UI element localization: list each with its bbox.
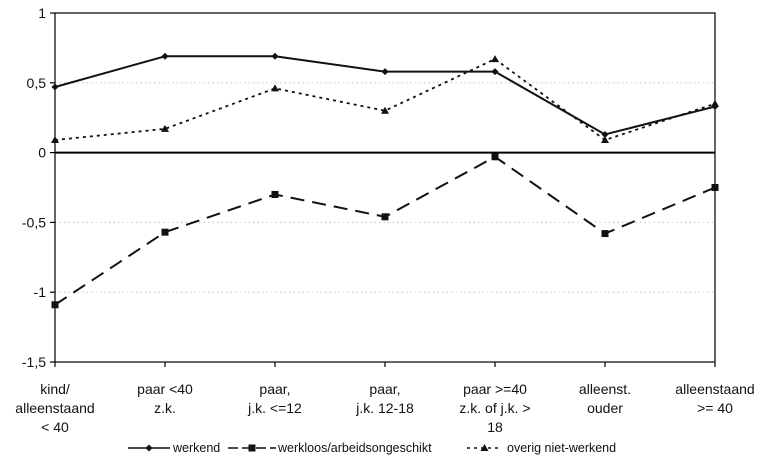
square-marker [601, 230, 609, 238]
square-marker [51, 301, 59, 309]
legend-label: werkloos/arbeidsongeschikt [277, 441, 432, 455]
x-category-label: alleenst. ouder [579, 381, 631, 416]
x-category-label: paar >=40 z.k. of j.k. >18 [459, 381, 530, 435]
legend: werkend werkloos/arbeidsongeschikt overig … [128, 441, 616, 455]
triangle-marker [51, 136, 59, 144]
series-line [54, 155, 716, 306]
series-line [54, 55, 716, 136]
series-triangle [51, 55, 719, 144]
triangle-marker [491, 55, 499, 63]
x-axis-categories: kind/alleenstaand < 40 paar <40 z.k. paar, j.… [15, 362, 755, 435]
x-category-label: paar <40 z.k. [137, 381, 193, 416]
diamond-marker [271, 52, 279, 60]
y-tick-label: 0 [38, 145, 46, 161]
diamond-marker [381, 68, 389, 76]
diamond-marker [161, 52, 169, 60]
series-layer [51, 52, 719, 309]
legend-label: werkend [172, 441, 220, 455]
y-axis-ticks: 1 0,5 0 -0,5 -1 -1,5 [22, 5, 55, 370]
triangle-marker [711, 99, 719, 107]
diamond-marker [601, 130, 609, 138]
square-marker [161, 228, 169, 236]
square-marker [381, 213, 389, 221]
triangle-marker [480, 444, 489, 451]
x-category-label: alleenstaand >= 40 [675, 381, 754, 416]
legend-label: overig niet-werkend [507, 441, 616, 455]
series-diamond [51, 52, 719, 138]
diamond-marker [51, 83, 59, 91]
plot-area-frame [54, 12, 716, 363]
triangle-marker [381, 106, 389, 114]
diamond-marker [145, 444, 153, 452]
diamond-marker [491, 68, 499, 76]
y-tick-label: -0,5 [22, 214, 46, 230]
square-marker [271, 190, 279, 198]
triangle-marker [271, 84, 279, 92]
y-tick-label: -1,5 [22, 354, 46, 370]
series-square [51, 153, 719, 309]
x-category-label: paar, j.k. <=12 [247, 381, 302, 416]
x-category-label: paar, j.k. 12-18 [355, 381, 414, 416]
y-tick-label: 0,5 [27, 75, 47, 91]
triangle-marker [161, 124, 169, 132]
square-marker [248, 444, 256, 452]
x-category-label: kind/alleenstaand < 40 [15, 381, 94, 435]
y-tick-label: -1 [34, 284, 47, 300]
square-marker [491, 153, 499, 161]
y-tick-label: 1 [38, 5, 46, 21]
triangle-marker [601, 136, 609, 144]
gridlines [55, 82, 715, 293]
square-marker [711, 184, 719, 191]
